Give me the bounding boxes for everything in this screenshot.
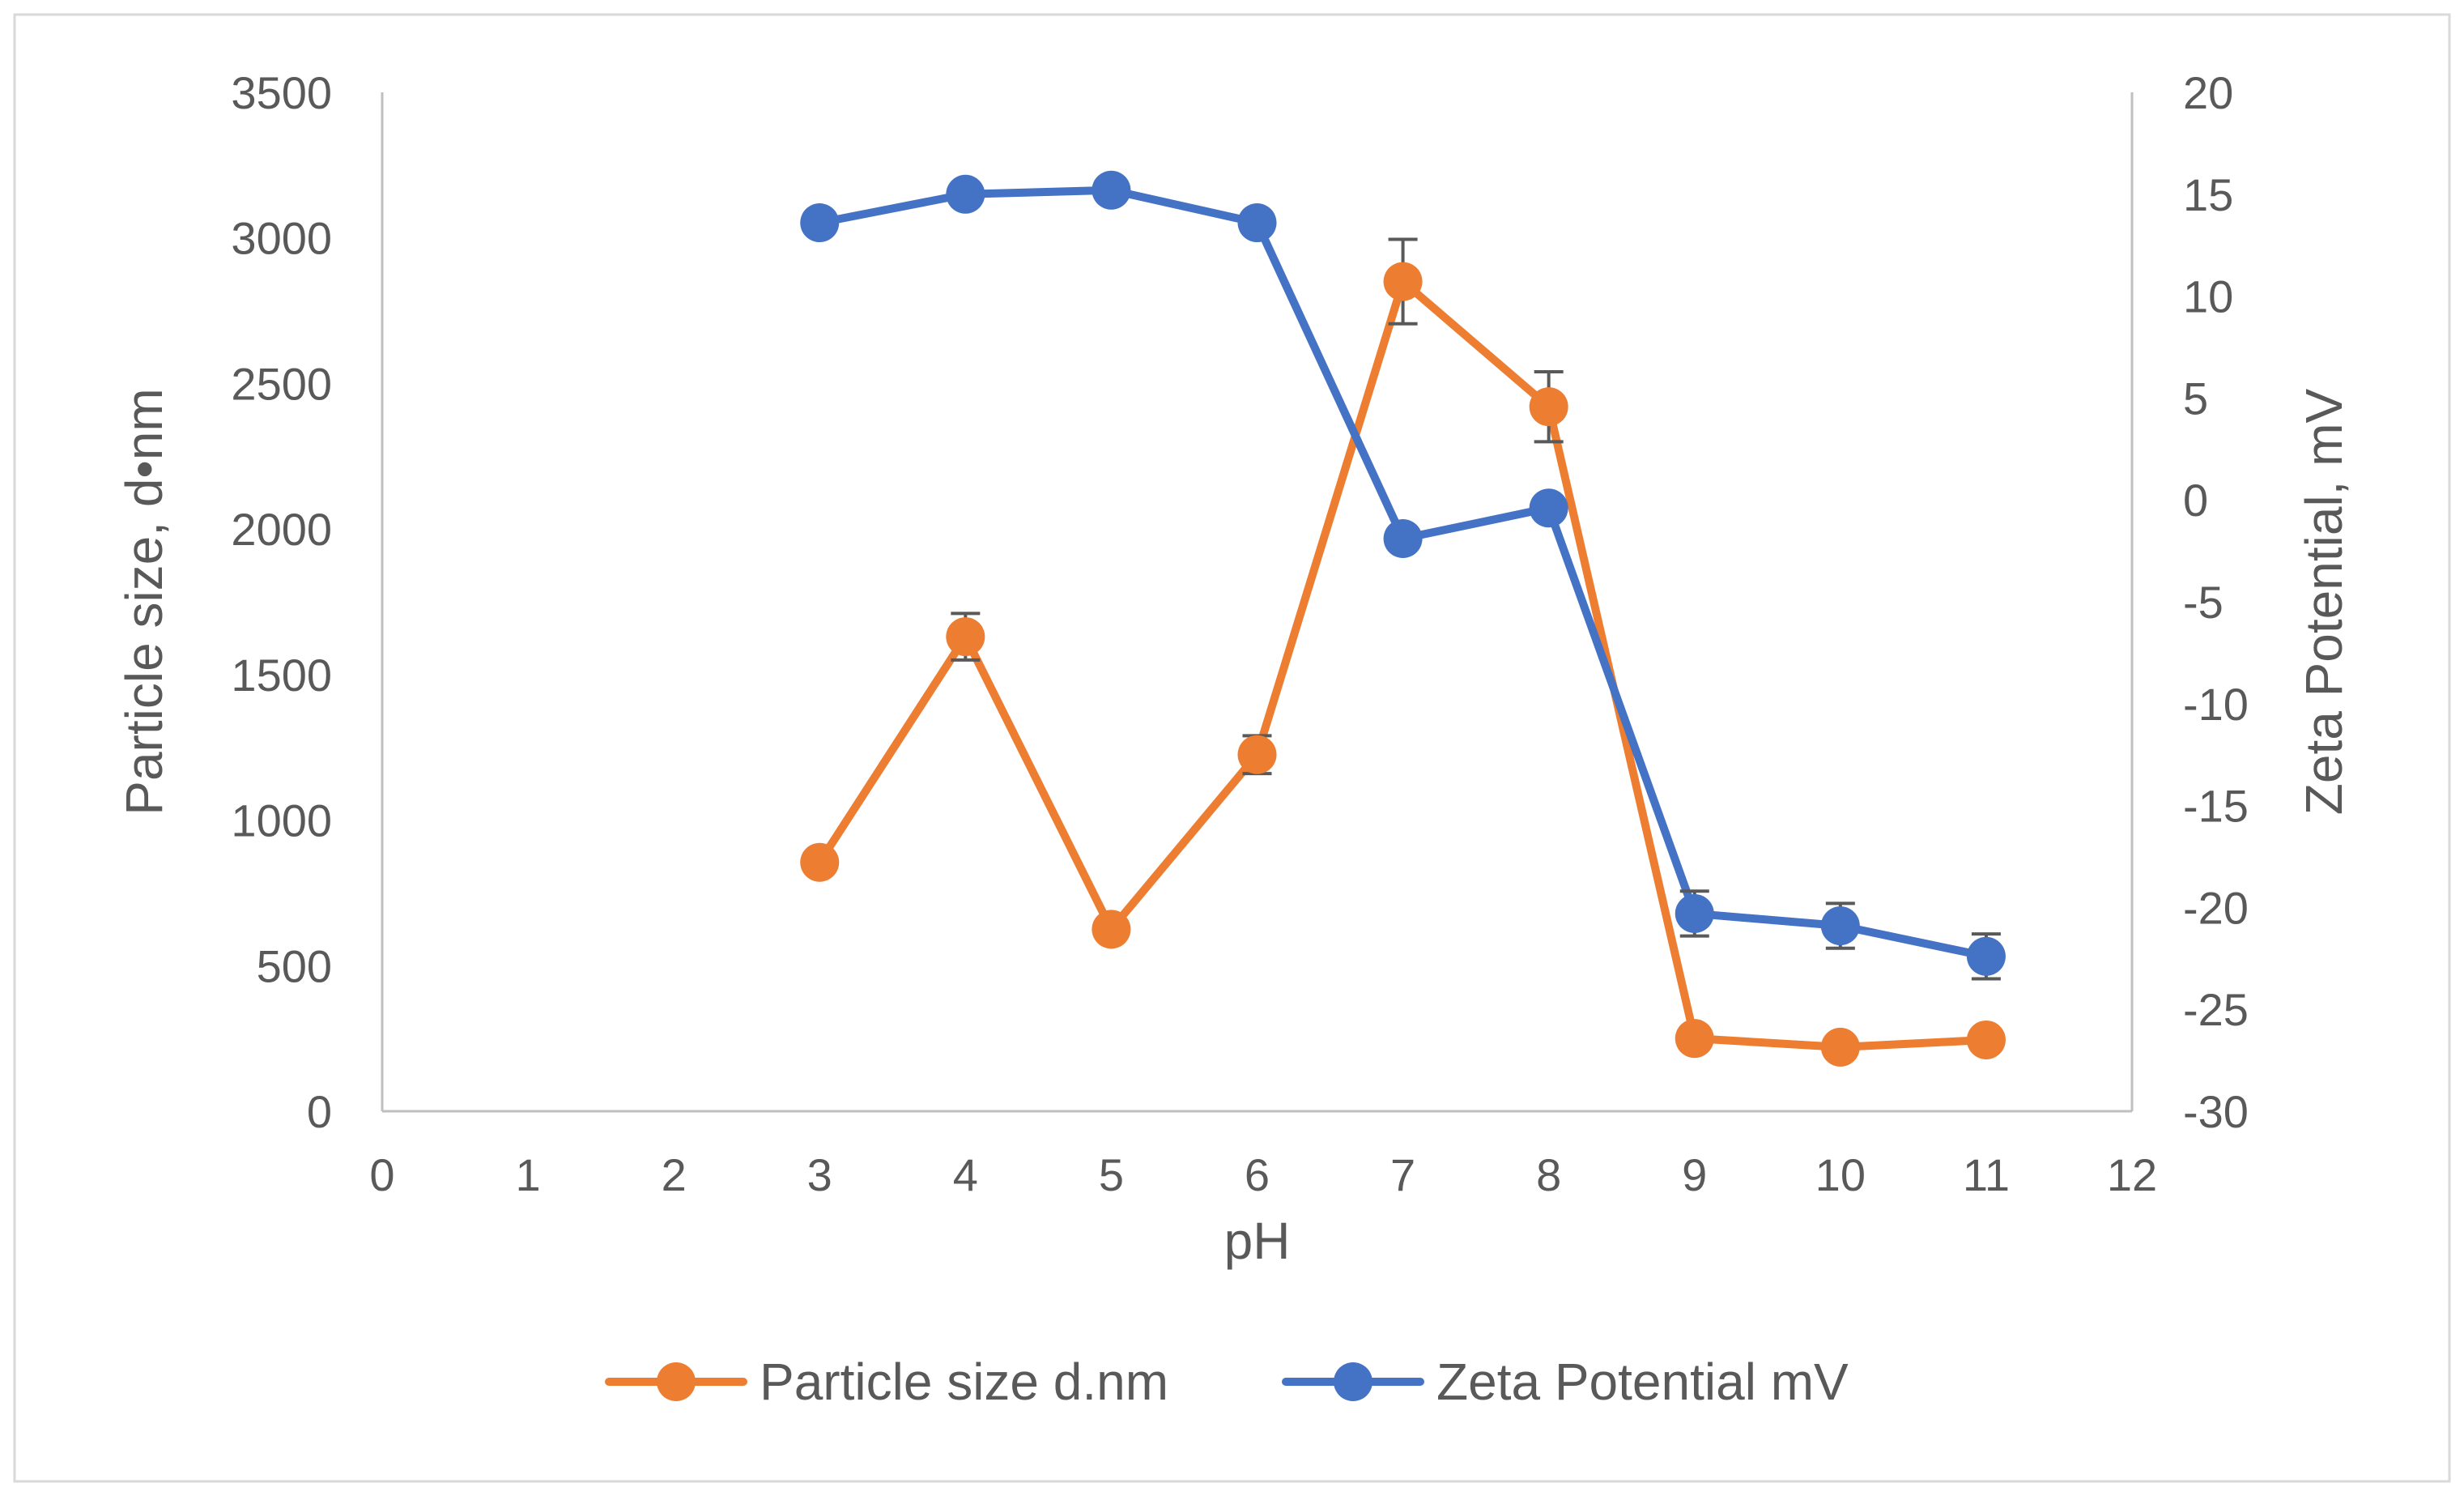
axes-layer: 0 1 2 3 4 5 6 7 8 9 10 11 12050010001500200025003000… [115,67,2353,1270]
y-left-tick-label: 500 [257,940,332,991]
data-point [1237,735,1277,774]
y-left-tick-label: 2000 [231,504,332,555]
x-tick-label: 12 [2107,1149,2157,1200]
x-tick-label: 1 [516,1149,541,1200]
legend-marker [657,1362,696,1401]
x-tick-label: 5 [1099,1149,1124,1200]
data-point [946,174,985,214]
data-point [946,617,985,657]
x-tick-label: 7 [1390,1149,1415,1200]
x-tick-label: 6 [1245,1149,1270,1200]
data-point [1529,488,1568,528]
y-left-tick-label: 1500 [231,650,332,701]
data-point [800,842,840,882]
y-axis-left-title: Particle size, d•nm [115,388,173,815]
x-tick-label: 9 [1682,1149,1707,1200]
data-point [1529,387,1568,427]
x-tick-label: 11 [1963,1149,2010,1200]
y-right-tick-label: 0 [2183,475,2208,526]
y-left-tick-label: 0 [307,1086,332,1137]
y-left-tick-label: 3000 [231,213,332,264]
x-tick-label: 3 [807,1149,832,1200]
legend-item: Zeta Potential mV [1282,1353,1849,1411]
data-point [1237,203,1277,243]
series-zeta-potential [800,170,2006,981]
y-right-tick-label: -10 [2183,679,2249,730]
data-point [1966,1020,2006,1059]
data-point [1675,893,1714,933]
y-axis-right-title: Zeta Potential, mV [2295,388,2353,815]
y-right-tick-label: 20 [2183,67,2233,118]
y-right-tick-label: -25 [2183,984,2249,1035]
y-right-tick-label: 5 [2183,373,2208,424]
x-tick-label: 0 [369,1149,394,1200]
data-point [1820,1027,1860,1067]
legend-marker [1334,1362,1372,1401]
legend-item: Particle size d.nm [605,1353,1168,1411]
x-tick-label: 4 [953,1149,978,1200]
data-point [1820,906,1860,946]
y-right-tick-label: -20 [2183,882,2249,933]
series-particle-size [800,237,2006,1067]
legend: Particle size d.nm Zeta Potential mV [605,1353,1849,1411]
y-left-tick-label: 3500 [231,67,332,118]
data-point [1966,936,2006,976]
data-point [1383,262,1423,301]
legend-label: Zeta Potential mV [1436,1353,1849,1411]
x-tick-label: 8 [1536,1149,1561,1200]
y-right-tick-label: 15 [2183,169,2233,220]
x-tick-label: 2 [662,1149,687,1200]
y-left-tick-label: 1000 [231,795,332,846]
series-layer [800,170,2006,1067]
data-point [1092,170,1131,210]
y-left-tick-label: 2500 [231,358,332,409]
data-point [1675,1019,1714,1059]
data-point [1383,519,1423,559]
y-right-tick-label: -30 [2183,1086,2249,1137]
x-axis-title: pH [1224,1212,1291,1270]
data-point [1092,910,1131,949]
y-right-tick-label: -15 [2183,781,2249,832]
chart-border [13,13,2451,1483]
legend-label: Particle size d.nm [760,1353,1168,1411]
x-tick-label: 10 [1815,1149,1866,1200]
data-point [800,203,840,243]
y-right-tick-label: -5 [2183,577,2224,628]
y-right-tick-label: 10 [2183,271,2233,322]
